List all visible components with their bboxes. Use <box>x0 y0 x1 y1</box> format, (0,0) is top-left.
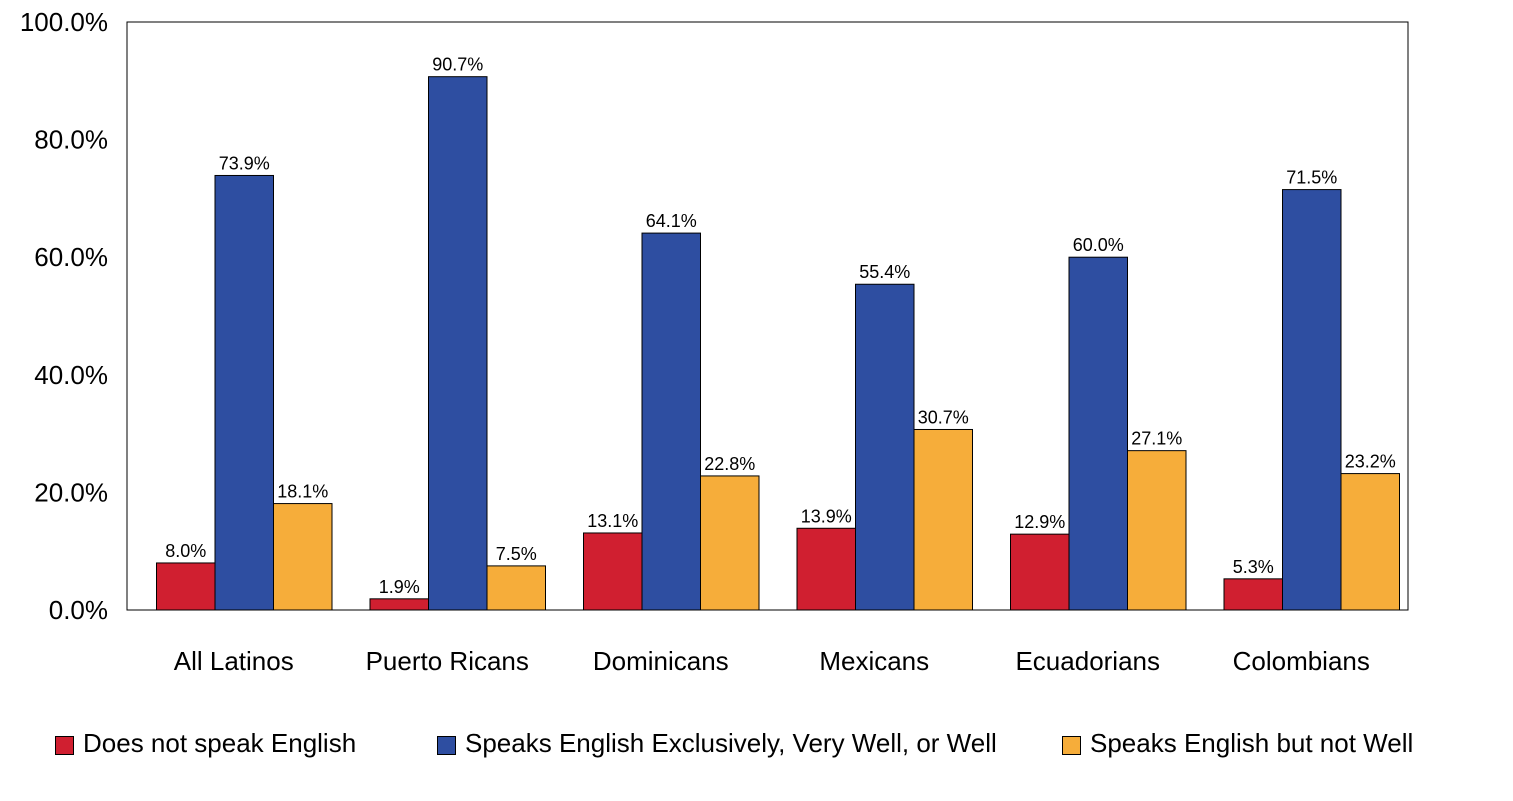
y-tick-label: 0.0% <box>49 595 108 625</box>
data-label: 5.3% <box>1233 557 1274 577</box>
bar <box>1068 256 1128 611</box>
bar <box>428 76 488 611</box>
data-label: 23.2% <box>1345 452 1396 472</box>
legend-item-speaks-not-well: Speaks English but not Well <box>1062 728 1413 758</box>
bar <box>641 232 701 611</box>
bar <box>700 475 760 611</box>
bar <box>855 283 915 611</box>
bars <box>156 76 1400 611</box>
bar <box>1340 473 1400 611</box>
bar <box>486 565 546 611</box>
bar <box>1223 578 1283 611</box>
x-tick-label: Mexicans <box>819 646 929 676</box>
bar <box>1282 189 1342 611</box>
data-label: 1.9% <box>379 577 420 597</box>
data-label: 18.1% <box>277 482 328 502</box>
legend-label: Speaks English but not Well <box>1090 728 1414 758</box>
bar <box>796 527 856 611</box>
legend-swatch-orange <box>1062 736 1081 755</box>
bar <box>1127 450 1187 611</box>
y-tick-label: 20.0% <box>34 477 108 507</box>
legend-item-does-not-speak: Does not speak English <box>55 728 356 758</box>
x-tick-label: All Latinos <box>174 646 294 676</box>
bar <box>1010 533 1070 611</box>
x-tick-label: Puerto Ricans <box>366 646 529 676</box>
x-tick-label: Colombians <box>1233 646 1370 676</box>
legend-swatch-red <box>55 736 74 755</box>
data-label: 12.9% <box>1014 512 1065 532</box>
bar <box>156 562 216 611</box>
bar <box>583 532 643 611</box>
axes: 0.0% 20.0% 40.0% 60.0% 80.0% 100.0% All Latino… <box>20 7 1409 676</box>
data-label: 13.9% <box>801 506 852 526</box>
data-label: 27.1% <box>1131 429 1182 449</box>
data-label: 8.0% <box>165 541 206 561</box>
value-labels: 8.0% 73.9% 18.1% 1.9% 90.7% 7.5% 13.1% 64.1% 22.… <box>165 55 1396 597</box>
y-tick-label: 40.0% <box>34 360 108 390</box>
x-tick-label: Ecuadorians <box>1015 646 1160 676</box>
data-label: 55.4% <box>859 262 910 282</box>
bar <box>273 503 333 611</box>
bar <box>214 174 274 611</box>
y-tick-label: 60.0% <box>34 242 108 272</box>
data-label: 13.1% <box>587 511 638 531</box>
x-tick-label: Dominicans <box>593 646 729 676</box>
data-label: 73.9% <box>219 153 270 173</box>
chart: 0.0% 20.0% 40.0% 60.0% 80.0% 100.0% All Latino… <box>20 7 1409 676</box>
legend-swatch-blue <box>437 736 456 755</box>
legend-label: Speaks English Exclusively, Very Well, o… <box>465 728 997 758</box>
y-tick-label: 100.0% <box>20 7 108 37</box>
bar <box>369 598 429 611</box>
bar <box>913 428 973 611</box>
data-label: 7.5% <box>496 544 537 564</box>
data-label: 64.1% <box>646 211 697 231</box>
data-label: 60.0% <box>1073 235 1124 255</box>
data-label: 90.7% <box>432 55 483 75</box>
plot-frame <box>126 21 1409 611</box>
y-tick-label: 80.0% <box>34 125 108 155</box>
legend-label: Does not speak English <box>83 728 357 758</box>
legend-item-speaks-well: Speaks English Exclusively, Very Well, o… <box>437 728 1037 758</box>
legend: Does not speak English Speaks English Ex… <box>0 728 1513 801</box>
data-label: 22.8% <box>704 454 755 474</box>
data-label: 30.7% <box>918 407 969 427</box>
data-label: 71.5% <box>1286 168 1337 188</box>
